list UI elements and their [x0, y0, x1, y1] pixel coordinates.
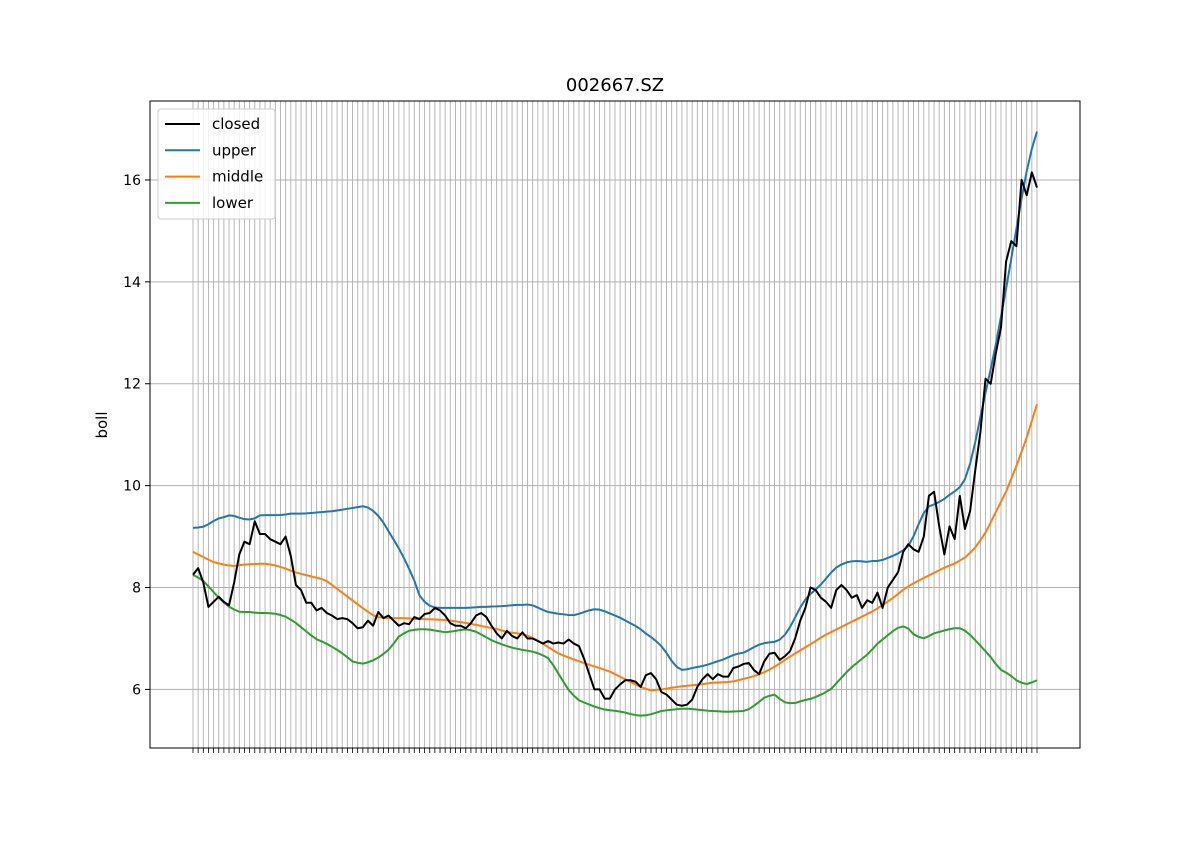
- legend-label-upper: upper: [212, 141, 257, 159]
- y-tick-label: 12: [123, 377, 141, 393]
- legend-label-lower: lower: [212, 194, 254, 212]
- y-tick-label: 14: [123, 275, 141, 291]
- series-line-middle: [192, 403, 1038, 692]
- y-tick-label: 6: [132, 682, 141, 698]
- series-layer: [192, 131, 1038, 717]
- legend-label-closed: closed: [212, 115, 260, 133]
- legend-label-middle: middle: [212, 168, 263, 186]
- legend-box: [157, 108, 276, 220]
- legend: closed upper middle lower: [157, 108, 276, 220]
- series-line-lower: [192, 573, 1038, 717]
- legend-items: closed upper middle lower: [165, 115, 263, 212]
- y-tick-label: 10: [123, 479, 141, 495]
- x-axis: [192, 748, 1038, 753]
- series-line-closed: [192, 171, 1038, 707]
- y-tick-label: 8: [132, 581, 141, 597]
- chart-title: 002667.SZ: [566, 75, 664, 96]
- y-axis: 6 8 10 12 14 16: [123, 173, 150, 698]
- y-tick-label: 16: [123, 173, 141, 189]
- series-line-upper: [192, 131, 1038, 671]
- y-axis-label: boll: [93, 411, 111, 438]
